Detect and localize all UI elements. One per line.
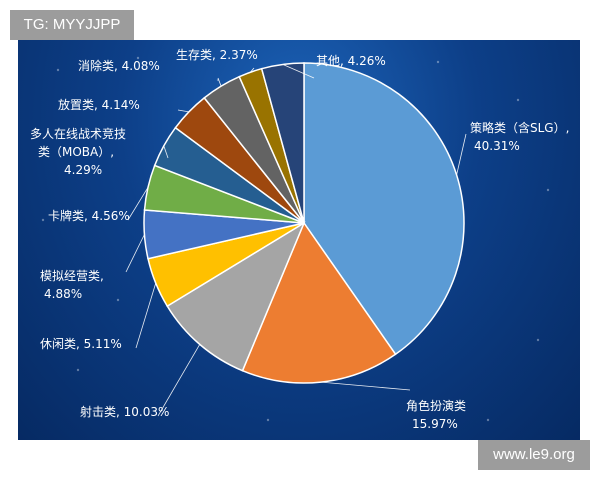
slice-value-4: 4.88% [44, 287, 82, 301]
background-star-8 [536, 338, 540, 342]
pie-slice-10 [260, 62, 305, 224]
background-star-7 [76, 368, 80, 372]
slice-label-5: 卡牌类, 4.56% [48, 209, 130, 223]
leader-line-3 [135, 283, 157, 349]
background-star-4 [516, 98, 520, 102]
slice-label-6: 多人在线战术竞技 [30, 127, 126, 141]
pie-slice-2 [166, 221, 306, 372]
leader-line-2 [157, 344, 201, 417]
background-star-11 [116, 298, 120, 302]
leader-line-6 [163, 145, 169, 159]
slice-label-2: 射击类, 10.03% [80, 404, 169, 419]
background-star-10 [266, 418, 270, 422]
background-star-6 [41, 218, 45, 222]
pie-chart: 策略类（含SLG）, 40.31% 角色扮演类 15.97% 射击类, 10.03% 休闲… [30, 48, 569, 431]
slice-label-6-cont: 类（MOBA）, [38, 145, 114, 159]
leader-line-1 [321, 381, 411, 391]
leader-line-7 [177, 109, 189, 113]
chart-panel: 策略类（含SLG）, 40.31% 角色扮演类 15.97% 射击类, 10.03% 休闲… [18, 40, 580, 440]
leader-line-5 [127, 187, 149, 221]
background-star-3 [436, 60, 440, 64]
slice-label-7: 放置类, 4.14% [58, 97, 140, 112]
slice-label-0: 策略类（含SLG）, [470, 120, 569, 135]
pie-slice-0 [303, 62, 465, 356]
leader-line-4 [125, 234, 145, 273]
background-star-9 [486, 418, 490, 422]
background-star-1 [136, 56, 140, 60]
slice-label-3: 休闲类, 5.11% [40, 337, 122, 351]
slice-label-4: 模拟经营类, [40, 269, 104, 283]
slice-label-10: 其他, 4.26% [316, 54, 386, 68]
slice-value-1: 15.97% [412, 417, 458, 431]
background-star-5 [546, 188, 550, 192]
leader-line-0 [456, 133, 467, 176]
background-star-0 [56, 68, 60, 72]
leader-line-9 [249, 67, 255, 73]
watermark-bottom-right: www.le9.org [478, 440, 590, 470]
leader-line-10 [282, 64, 315, 79]
watermark-top-left: TG: MYYJJPP [10, 10, 134, 40]
slice-label-9: 生存类, 2.37% [176, 48, 258, 62]
slice-label-8: 消除类, 4.08% [78, 58, 160, 73]
slice-value-0: 40.31% [474, 139, 520, 153]
leader-line-8 [217, 77, 222, 87]
slice-value-6: 4.29% [64, 163, 102, 177]
slice-label-1: 角色扮演类 [406, 398, 466, 413]
